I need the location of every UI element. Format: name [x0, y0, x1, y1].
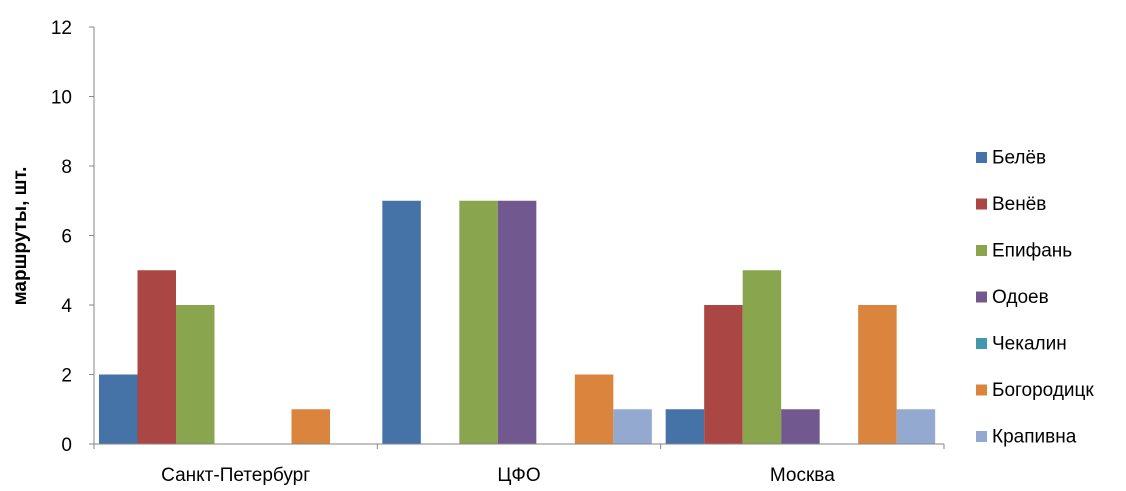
legend-label: Белёв [992, 148, 1046, 169]
legend-label: Одоев [992, 287, 1049, 308]
bar [896, 409, 936, 444]
legend-swatch [976, 291, 987, 303]
legend-swatch [976, 198, 987, 210]
bar [781, 409, 820, 444]
bar [291, 409, 330, 444]
y-tick-label: 4 [61, 296, 72, 317]
bar [613, 409, 652, 444]
bar [459, 200, 498, 444]
legend-label: Чекалин [992, 334, 1067, 355]
bar [99, 374, 138, 444]
bar [176, 305, 215, 444]
y-tick-label: 2 [61, 366, 72, 387]
x-tick-label: Москва [770, 465, 835, 486]
y-axis-label: маршруты, шт. [10, 167, 31, 306]
bars-group [99, 200, 936, 444]
legend-label: Крапивна [992, 427, 1077, 448]
y-axis-ticks: 0 2 4 6 8 10 12 [51, 18, 94, 456]
x-tick-label: ЦФО [497, 465, 540, 486]
bar [858, 305, 897, 444]
legend-swatch [976, 152, 987, 163]
legend: Белёв Венёв Епифань Одоев Чекалин Богородицк К… [976, 148, 1094, 448]
legend-label: Венёв [992, 194, 1046, 215]
legend-swatch [976, 338, 987, 349]
y-tick-label: 8 [61, 157, 72, 178]
bar [574, 374, 614, 444]
x-tick-label: Санкт-Петербург [161, 465, 310, 486]
y-tick-label: 0 [61, 435, 72, 456]
bar [665, 409, 705, 444]
x-axis-ticks: Санкт-Петербург ЦФО Москва [93, 444, 945, 486]
legend-swatch [976, 431, 987, 442]
legend-label: Епифань [992, 241, 1072, 262]
bar [497, 200, 537, 444]
y-tick-label: 6 [61, 227, 72, 248]
bar [137, 270, 176, 444]
bar [704, 305, 743, 444]
y-tick-label: 10 [51, 88, 72, 109]
bar [742, 270, 782, 444]
y-tick-label: 12 [51, 18, 72, 39]
legend-swatch [976, 245, 987, 256]
legend-swatch [976, 384, 987, 396]
legend-label: Богородицк [992, 380, 1094, 401]
bar [382, 200, 421, 444]
